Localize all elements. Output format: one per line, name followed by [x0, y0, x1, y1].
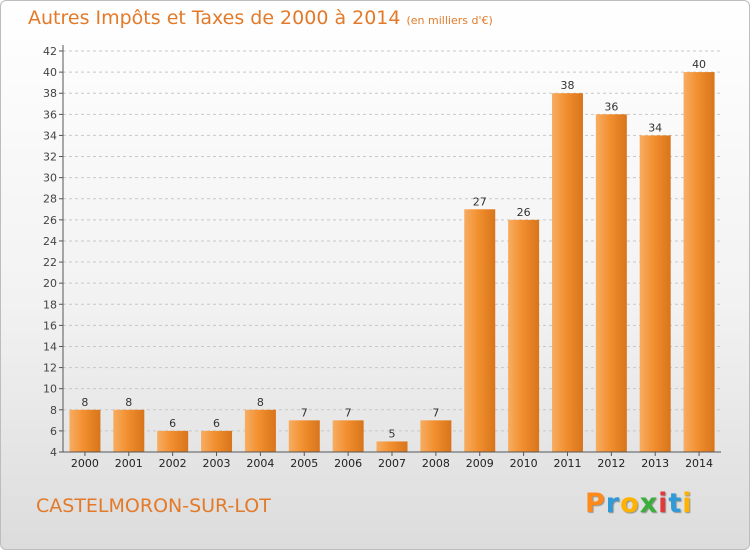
x-tick-label-2010: 2010 [510, 457, 538, 470]
bars: 8 8 6 6 8 7 7 5 7 27 26 38 36 34 40 [69, 58, 715, 453]
data-label-2010: 26 [517, 206, 531, 219]
x-tick-label-2008: 2008 [422, 457, 450, 470]
x-tick-label-2006: 2006 [334, 457, 362, 470]
chart-title-block: Autres Impôts et Taxes de 2000 à 2014 (en… [28, 7, 493, 29]
x-tick-label-2011: 2011 [553, 457, 581, 470]
x-tick-label-2013: 2013 [641, 457, 669, 470]
y-tick-label: 36 [43, 108, 57, 121]
bar-2000 [69, 409, 101, 452]
city-name: CASTELMORON-SUR-LOT [36, 495, 271, 517]
data-label-2011: 38 [560, 79, 574, 92]
data-label-2001: 8 [125, 396, 132, 409]
proxiti-logo: Proxiti [585, 488, 693, 519]
y-tick-label: 24 [43, 235, 57, 248]
x-tick-label-2009: 2009 [466, 457, 494, 470]
data-label-2000: 8 [81, 396, 88, 409]
data-label-2012: 36 [604, 100, 618, 113]
logo-letter: x [639, 488, 659, 519]
bar-2010 [508, 219, 540, 452]
bar-2006 [332, 420, 364, 452]
bar-2004 [244, 409, 276, 452]
bar-2003 [201, 430, 233, 452]
logo-letter: t [668, 488, 683, 519]
y-tick-label: 34 [43, 129, 57, 142]
y-tick-label: 30 [43, 172, 57, 185]
y-tick-label: 40 [43, 66, 57, 79]
y-tick-label: 8 [50, 404, 57, 417]
y-axis-ticks: 4 6 8 10 12 14 16 18 20 22 24 26 28 30 32 34 36 38 40 42 [43, 45, 63, 459]
data-label-2007: 5 [389, 427, 396, 440]
x-tick-label-2001: 2001 [115, 457, 143, 470]
x-tick-label-2007: 2007 [378, 457, 406, 470]
bar-2005 [288, 420, 320, 452]
y-tick-label: 12 [43, 362, 57, 375]
logo-letter: o [620, 488, 640, 519]
data-label-2004: 8 [257, 396, 264, 409]
y-tick-label: 18 [43, 298, 57, 311]
x-tick-label-2002: 2002 [159, 457, 187, 470]
y-tick-label: 38 [43, 87, 57, 100]
bar-2007 [376, 441, 408, 452]
y-tick-label: 20 [43, 277, 57, 290]
y-tick-label: 14 [43, 340, 57, 353]
y-tick-label: 42 [43, 45, 57, 58]
x-tick-label-2000: 2000 [71, 457, 99, 470]
logo-letter: P [585, 488, 606, 519]
chart-title: Autres Impôts et Taxes de 2000 à 2014 [28, 7, 401, 29]
bar-2012 [595, 114, 627, 452]
y-tick-label: 10 [43, 383, 57, 396]
y-tick-label: 28 [43, 193, 57, 206]
x-tick-label-2004: 2004 [246, 457, 274, 470]
bar-2009 [464, 209, 496, 452]
data-label-2002: 6 [169, 417, 176, 430]
data-label-2013: 34 [648, 121, 662, 134]
x-tick-label-2014: 2014 [685, 457, 713, 470]
bar-2011 [551, 93, 583, 453]
data-label-2003: 6 [213, 417, 220, 430]
data-label-2008: 7 [432, 406, 439, 419]
x-tick-label-2005: 2005 [290, 457, 318, 470]
bar-2013 [639, 135, 671, 452]
y-tick-label: 6 [50, 425, 57, 438]
chart-subtitle: (en milliers d'€) [406, 14, 493, 27]
y-tick-label: 22 [43, 256, 57, 269]
bar-2001 [113, 409, 145, 452]
bar-2014 [683, 72, 715, 453]
y-tick-label: 32 [43, 151, 57, 164]
y-tick-label: 16 [43, 319, 57, 332]
data-label-2006: 7 [345, 406, 352, 419]
x-tick-label-2012: 2012 [597, 457, 625, 470]
data-label-2014: 40 [692, 58, 706, 71]
logo-letter: i [658, 488, 669, 519]
logo-letter: r [605, 488, 621, 519]
data-label-2005: 7 [301, 406, 308, 419]
bar-2002 [157, 430, 189, 452]
x-tick-label-2003: 2003 [203, 457, 231, 470]
axes [62, 45, 721, 453]
y-tick-label: 4 [50, 446, 57, 459]
x-axis-ticks: 2000 2001 2002 2003 2004 2005 2006 2007 2008 2009… [71, 452, 713, 470]
y-tick-label: 26 [43, 214, 57, 227]
data-label-2009: 27 [473, 195, 487, 208]
bar-2008 [420, 420, 452, 452]
logo-letter: i [682, 488, 693, 519]
